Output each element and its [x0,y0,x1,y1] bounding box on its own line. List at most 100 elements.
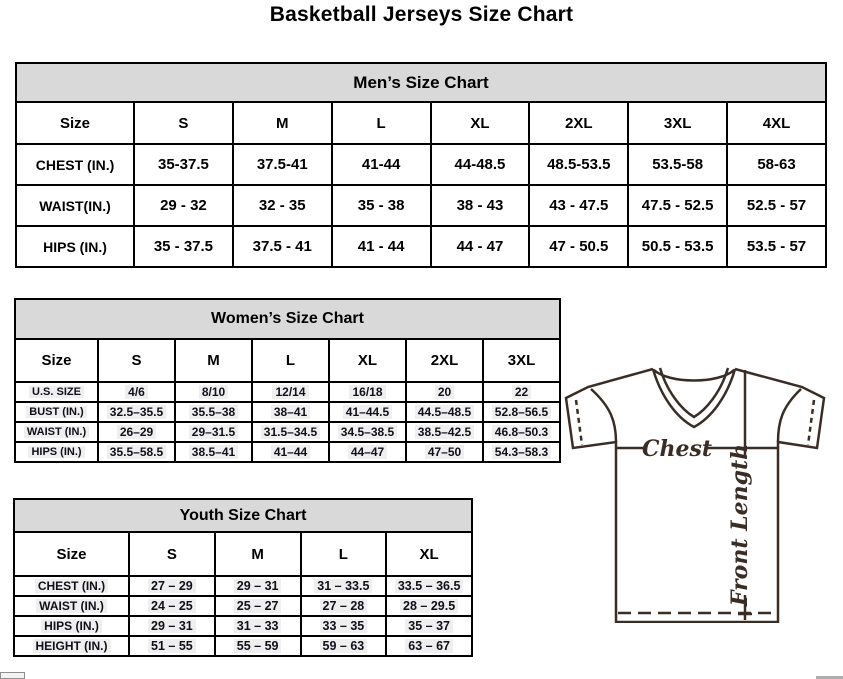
youth-cell-1-0: 24 – 25 [128,595,216,617]
mens-cell-2-3-text: 44 - 47 [456,238,504,255]
mens-cell-0-1: 37.5-41 [231,143,333,186]
mens-cell-0-3: 44-48.5 [429,143,531,186]
mens-row-label-0-text: CHEST (IN.) [35,156,115,173]
mens-cell-1-0: 29 - 32 [133,184,234,227]
youth-cell-1-0-text: 24 – 25 [148,599,196,613]
jersey-outline [564,367,826,623]
mens-column-header-6: 3XL [627,101,729,145]
womens-row-0: U.S. SIZE 4/6 8/10 12/14 16/18 20 22 [14,381,561,403]
mens-cell-0-4-text: 48.5-53.5 [547,156,611,173]
womens-row-label-1-text: BUST (IN.) [26,406,87,418]
youth-column-header-1-text: S [166,545,177,563]
mens-column-header-1-text: S [178,114,189,132]
mens-row-label-2-text: HIPS (IN.) [43,238,107,255]
womens-cell-3-0: 35.5–58.5 [97,441,176,463]
womens-column-header-2-text: M [207,352,220,369]
youth-column-header-2-text: M [251,545,264,563]
youth-row-label-3: HEIGHT (IN.) [13,635,130,657]
youth-cell-1-1-text: 25 – 27 [233,599,282,613]
womens-column-header-row: Size S M L XL 2XL 3XL [14,338,561,383]
mens-cell-0-2-text: 41-44 [361,156,401,173]
womens-column-header-2: M [174,338,253,383]
youth-cell-0-0: 27 – 29 [128,575,216,597]
womens-cell-1-4: 44.5–48.5 [405,401,484,423]
womens-cell-0-5: 22 [482,381,561,403]
mens-cell-2-4: 47 - 50.5 [528,225,630,268]
collar-inner-v [658,367,730,419]
mens-cell-1-3-text: 38 - 43 [456,197,504,214]
mens-cell-1-5-text: 47.5 - 52.5 [641,197,714,214]
mens-cell-0-1-text: 37.5-41 [256,156,308,173]
mens-column-header-6-text: 3XL [663,114,692,132]
mens-column-header-3-text: L [376,114,386,132]
womens-cell-0-3: 16/18 [328,381,407,403]
cuff-dashed-line-right [806,399,816,446]
youth-column-header-row: Size S M L XL [13,531,473,577]
mens-row-0: CHEST (IN.) 35-37.5 37.5-41 41-44 44-48.5 48.… [15,143,827,186]
mens-row-1: WAIST(IN.) 29 - 32 32 - 35 35 - 38 38 - 43 43… [15,184,827,227]
youth-cell-0-0-text: 27 – 29 [148,579,196,593]
womens-cell-3-5-text: 54.3–58.3 [491,445,552,459]
womens-row-label-2-text: WAIST (IN.) [23,426,90,438]
mens-cell-0-0-text: 35-37.5 [157,156,209,173]
youth-cell-3-0: 51 – 55 [128,635,216,657]
womens-cell-3-2-text: 41–44 [270,445,311,459]
womens-cell-3-1: 38.5–41 [174,441,253,463]
mens-cell-0-5-text: 53.5-58 [652,156,704,173]
youth-column-header-2: M [213,531,302,577]
womens-column-header-3: L [251,338,330,383]
womens-cell-3-3-text: 44–47 [347,445,388,459]
womens-column-header-6: 3XL [482,338,561,383]
horizontal-scrollbar-fragment-right[interactable] [816,676,843,679]
mens-cell-2-6-text: 53.5 - 57 [746,238,807,255]
youth-cell-3-1-text: 55 – 59 [233,639,282,653]
youth-row-label-0: CHEST (IN.) [13,575,130,597]
womens-cell-0-5-text: 22 [511,385,532,399]
womens-cell-2-5-text: 46.8–50.3 [491,425,552,439]
womens-cell-1-1-text: 35.5–38 [188,405,239,419]
youth-column-header-4-text: XL [419,545,439,563]
mens-cell-1-6: 52.5 - 57 [726,184,827,227]
womens-cell-3-1-text: 38.5–41 [188,445,239,459]
womens-row-label-3-text: HIPS (IN.) [28,446,85,458]
womens-cell-0-1-text: 8/10 [198,385,229,399]
womens-row-label-3: HIPS (IN.) [14,441,99,463]
mens-column-header-row: Size S M L XL 2XL 3XL 4XL [15,101,827,145]
womens-column-header-5-text: 2XL [430,352,459,369]
womens-column-header-0-text: Size [41,352,72,369]
womens-column-header-5: 2XL [405,338,484,383]
mens-cell-1-5: 47.5 - 52.5 [627,184,729,227]
mens-cell-0-6: 58-63 [726,143,827,186]
youth-row-label-2-text: HIPS (IN.) [41,619,102,633]
youth-cell-3-2: 59 – 63 [299,635,388,657]
womens-cell-2-0: 26–29 [97,421,176,443]
womens-cell-2-1-text: 29–31.5 [188,425,239,439]
mens-column-header-7: 4XL [726,101,827,145]
mens-column-header-0: Size [15,101,135,145]
youth-cell-2-0-text: 29 – 31 [148,619,196,633]
youth-cell-2-3-text: 35 – 37 [405,619,453,633]
womens-cell-2-2-text: 31.5–34.5 [260,425,321,439]
armhole-seam-left [590,388,618,443]
womens-row-3: HIPS (IN.) 35.5–58.5 38.5–41 41–44 44–47 47–5… [14,441,561,463]
youth-cell-0-2: 31 – 33.5 [299,575,388,597]
youth-cell-0-2-text: 31 – 33.5 [314,579,373,593]
collar-back-curve [653,369,735,382]
youth-column-header-4: XL [385,531,473,577]
mens-row-label-2: HIPS (IN.) [15,225,135,268]
womens-cell-3-0-text: 35.5–58.5 [106,445,167,459]
mens-size-chart: Men’s Size Chart Size S M L XL 2XL 3XL 4XL CHEST… [15,62,827,268]
mens-cell-2-5: 50.5 - 53.5 [627,225,729,268]
mens-column-header-3: L [330,101,432,145]
mens-cell-1-4-text: 43 - 47.5 [549,197,609,214]
youth-cell-2-1-text: 31 – 33 [233,619,282,633]
front-length-measure-line [738,370,752,620]
womens-column-header-0: Size [14,338,99,383]
mens-cell-0-3-text: 44-48.5 [454,156,506,173]
mens-cell-1-1: 32 - 35 [231,184,333,227]
womens-column-header-4: XL [328,338,407,383]
horizontal-scrollbar-fragment-left[interactable] [0,672,25,679]
womens-cell-1-5-text: 52.8–56.5 [491,405,552,419]
youth-cell-1-2-text: 27 – 28 [319,599,368,613]
